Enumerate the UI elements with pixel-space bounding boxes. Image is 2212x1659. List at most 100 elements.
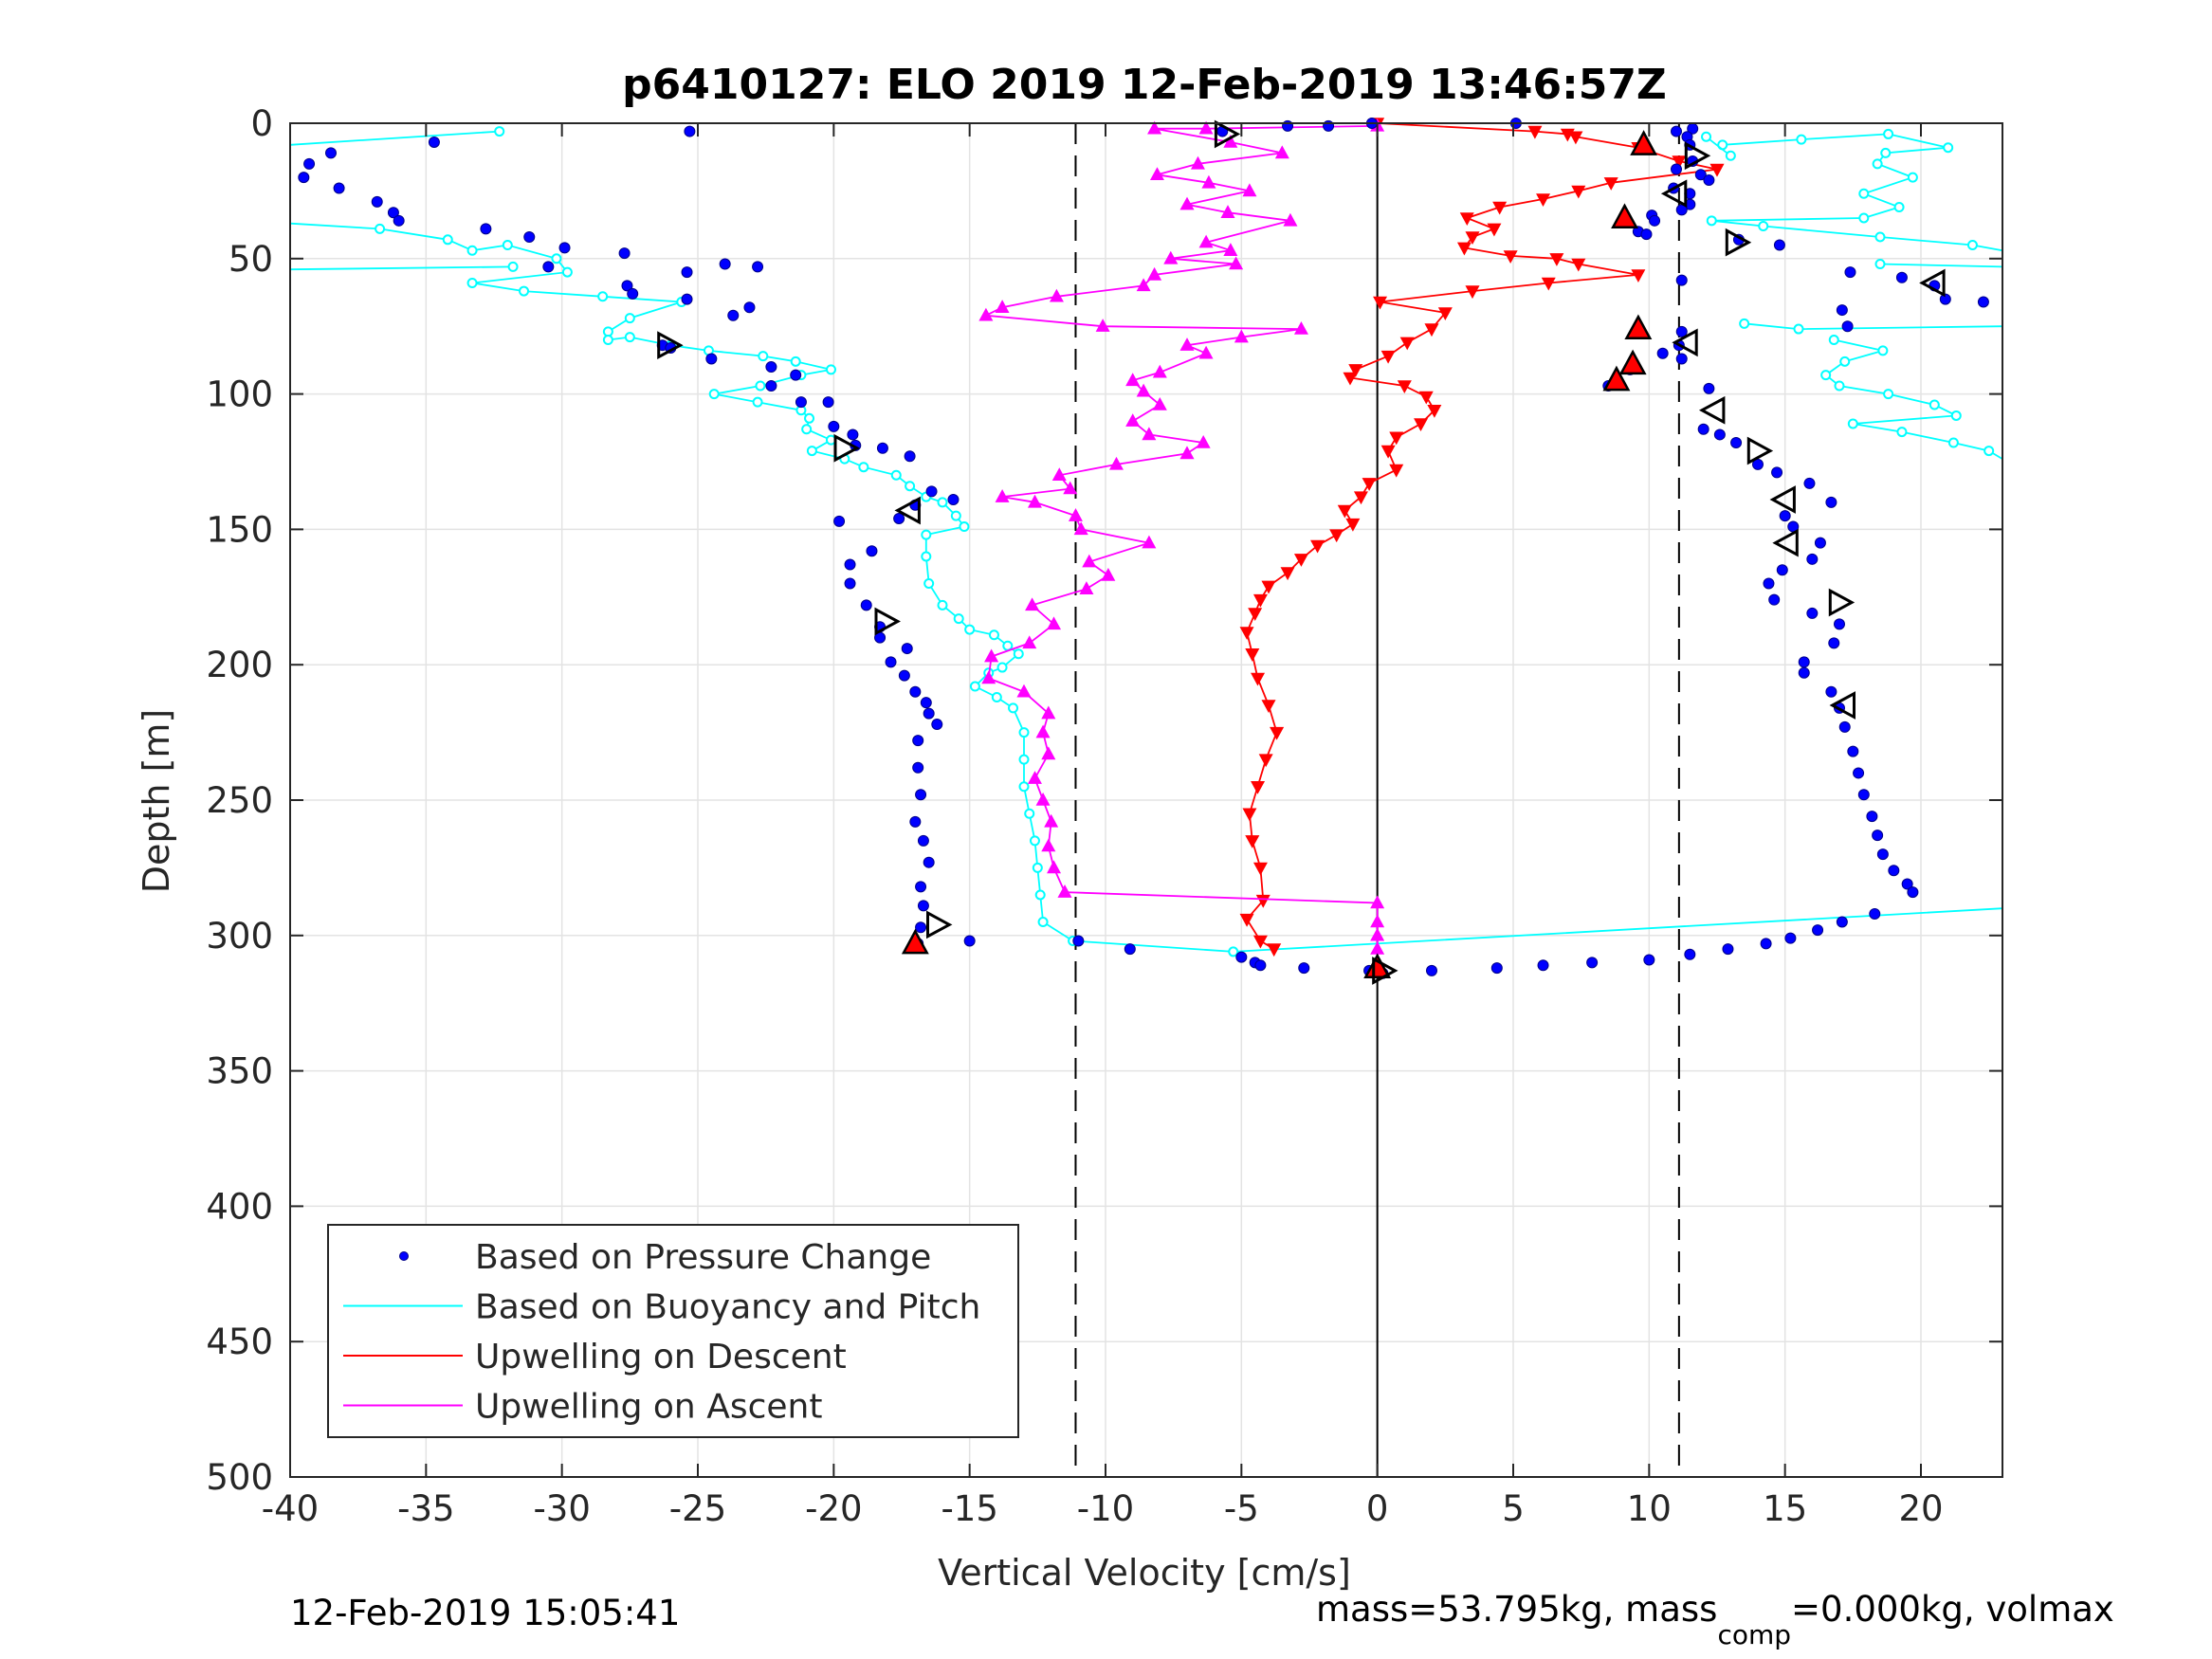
pressure-change-point — [1675, 274, 1688, 286]
pressure-change-point — [1866, 811, 1878, 823]
upwelling-ascent-marker — [1047, 616, 1062, 630]
left-triangle-marker — [1660, 179, 1688, 209]
upwelling-descent-marker — [1252, 862, 1268, 876]
buoyancy-pitch-point — [551, 253, 562, 264]
buoyancy-pitch-point — [1034, 889, 1046, 901]
pressure-change-point — [621, 280, 633, 292]
upwelling-ascent-marker — [1223, 243, 1238, 256]
upwelling-descent-marker — [1293, 554, 1308, 567]
upwelling-ascent-marker — [1370, 927, 1385, 941]
buoyancy-pitch-point — [494, 126, 505, 137]
upwelling-descent-marker — [1280, 567, 1295, 581]
upwelling-descent-marker — [1672, 155, 1687, 170]
y-tick-label: 350 — [206, 1051, 273, 1092]
buoyancy-pitch-point — [1018, 754, 1030, 765]
pressure-change-point — [1713, 428, 1726, 441]
pressure-change-point — [931, 719, 943, 731]
pressure-change-point — [303, 157, 316, 170]
x-tick-label: 0 — [1366, 1488, 1389, 1529]
buoyancy-pitch-point — [923, 578, 935, 590]
buoyancy-pitch-point — [1966, 240, 1978, 251]
upwelling-ascent-marker — [1027, 771, 1042, 784]
buoyancy-pitch-point — [988, 629, 999, 641]
buoyancy-pitch-point — [1874, 259, 1886, 270]
buoyancy-pitch-point — [1880, 147, 1892, 158]
buoyancy-pitch-point — [1739, 318, 1750, 329]
upwelling-descent-marker — [1245, 648, 1260, 662]
upwelling-descent-marker — [1389, 431, 1404, 446]
upwelling-ascent-marker — [981, 670, 996, 684]
buoyancy-pitch-point — [1018, 781, 1030, 793]
footer-mass-main: mass=53.795kg, mass — [1316, 1589, 1717, 1630]
upwelling-ascent-marker — [1057, 884, 1072, 898]
footer-mass-rest: =0.000kg, volmax — [1791, 1589, 2114, 1630]
legend: Based on Pressure Change Based on Buoyanc… — [327, 1224, 1019, 1438]
upwelling-ascent-marker — [1198, 345, 1214, 359]
pressure-change-point — [866, 545, 878, 557]
pressure-change-point — [1490, 962, 1503, 975]
pressure-change-point — [1254, 959, 1267, 972]
upwelling-ascent-marker — [1068, 508, 1083, 521]
upwelling-ascent-marker — [1025, 597, 1040, 611]
upwelling-ascent-marker — [984, 648, 999, 663]
red-event-marker — [1630, 130, 1657, 155]
buoyancy-pitch-point — [1758, 221, 1769, 232]
buoyancy-pitch-point — [1896, 427, 1908, 438]
pressure-change-point — [1537, 959, 1549, 972]
upwelling-ascent-marker — [1179, 196, 1195, 210]
y-tick-label: 150 — [206, 509, 273, 550]
pressure-change-point — [828, 420, 840, 432]
x-axis-label: Vertical Velocity [cm/s] — [938, 1552, 1351, 1594]
pressure-change-point — [898, 669, 910, 682]
buoyancy-pitch-point — [1847, 418, 1858, 429]
buoyancy-pitch-point — [1874, 231, 1886, 243]
right-triangle-marker — [657, 331, 684, 360]
upwelling-ascent-marker — [1027, 494, 1042, 508]
buoyancy-pitch-line — [289, 265, 514, 271]
pressure-change-point — [743, 301, 756, 314]
pressure-change-point — [558, 242, 571, 254]
upwelling-ascent-marker — [1049, 288, 1064, 302]
pressure-change-point — [1825, 496, 1837, 508]
buoyancy-pitch-point — [1858, 212, 1870, 224]
pressure-change-point — [1907, 886, 1919, 899]
chart-title: p6410127: ELO 2019 12-Feb-2019 13:46:57Z — [622, 61, 1667, 109]
buoyancy-pitch-point — [1929, 399, 1940, 410]
pressure-change-point — [752, 261, 764, 273]
pressure-change-point — [790, 369, 802, 381]
buoyancy-pitch-point — [825, 364, 836, 375]
upwelling-descent-marker — [1418, 391, 1434, 405]
buoyancy-pitch-point — [1872, 158, 1883, 170]
pressure-change-point — [925, 485, 938, 498]
upwelling-ascent-marker — [1201, 174, 1216, 189]
upwelling-ascent-marker — [1163, 250, 1179, 264]
buoyancy-pitch-point — [758, 351, 769, 362]
pressure-change-point — [1752, 458, 1764, 470]
upwelling-descent-marker — [1252, 935, 1268, 949]
pressure-change-point — [428, 136, 440, 148]
pressure-change-point — [1779, 510, 1791, 522]
left-triangle-marker — [1698, 395, 1726, 425]
y-tick-label: 500 — [206, 1457, 273, 1498]
buoyancy-pitch-point — [624, 332, 635, 343]
pressure-change-point — [387, 207, 399, 219]
x-tick-label: 10 — [1627, 1488, 1672, 1529]
upwelling-ascent-marker — [1274, 145, 1289, 159]
buoyancy-pitch-point — [597, 291, 609, 302]
buoyancy-pitch-point — [1796, 134, 1807, 145]
pressure-change-point — [1703, 382, 1715, 394]
pressure-change-point — [923, 856, 935, 868]
buoyancy-pitch-point — [1013, 648, 1024, 660]
upwelling-descent-marker — [1252, 593, 1268, 608]
buoyancy-pitch-point — [806, 446, 817, 457]
pressure-change-point — [1888, 865, 1900, 877]
x-tick-label: -40 — [262, 1488, 319, 1529]
left-triangle-marker — [1672, 328, 1698, 357]
upwelling-ascent-marker — [995, 300, 1010, 313]
pressure-change-point — [1803, 477, 1816, 489]
pressure-change-point — [833, 515, 846, 527]
upwelling-descent-marker — [1414, 418, 1429, 432]
buoyancy-pitch-point — [937, 497, 948, 508]
pressure-change-point — [371, 195, 383, 208]
buoyancy-pitch-point — [996, 662, 1008, 673]
